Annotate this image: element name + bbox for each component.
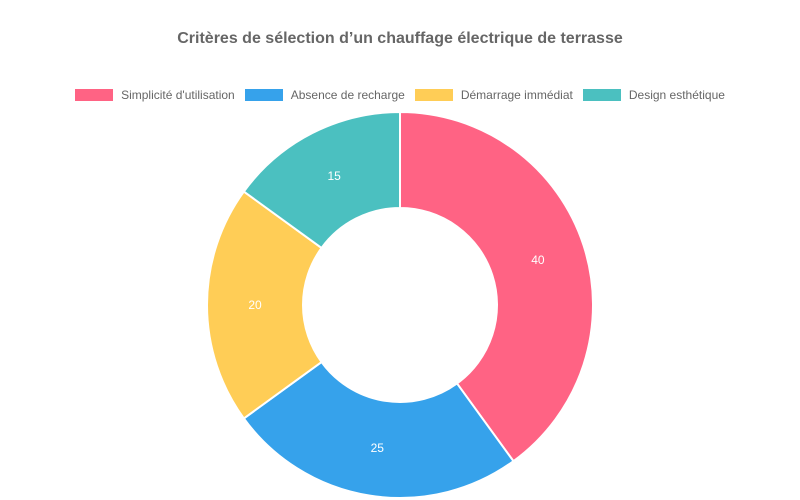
slice-value-label: 25 (371, 441, 385, 455)
slice-value-label: 40 (531, 253, 545, 267)
doughnut-slice[interactable] (242, 110, 401, 250)
doughnut-slices (206, 110, 594, 499)
legend-swatch (75, 89, 114, 101)
legend-swatch (244, 89, 283, 101)
slice-value-label: 20 (248, 298, 262, 312)
legend-label: Démarrage immédiat (460, 88, 573, 102)
legend-label: Absence de recharge (290, 88, 405, 102)
legend-label: Simplicité d'utilisation (121, 88, 235, 102)
legend-item-design[interactable]: Design esthétique (582, 88, 725, 102)
legend-item-absence-recharge[interactable]: Absence de recharge (244, 88, 405, 102)
chart-title: Critères de sélection d’un chauffage éle… (177, 30, 623, 47)
legend-swatch (414, 89, 453, 101)
doughnut-slice[interactable] (399, 110, 594, 463)
legend-label: Design esthétique (628, 88, 725, 102)
legend-swatch (582, 89, 621, 101)
doughnut-slice[interactable] (206, 190, 323, 420)
legend-item-demarrage[interactable]: Démarrage immédiat (414, 88, 573, 102)
chart-legend: Simplicité d'utilisation Absence de rech… (0, 88, 800, 102)
doughnut-slice[interactable] (242, 360, 515, 499)
slice-value-label: 15 (327, 169, 341, 183)
doughnut-labels: 40 25 20 15 (248, 169, 545, 455)
legend-item-simplicite[interactable]: Simplicité d'utilisation (75, 88, 235, 102)
